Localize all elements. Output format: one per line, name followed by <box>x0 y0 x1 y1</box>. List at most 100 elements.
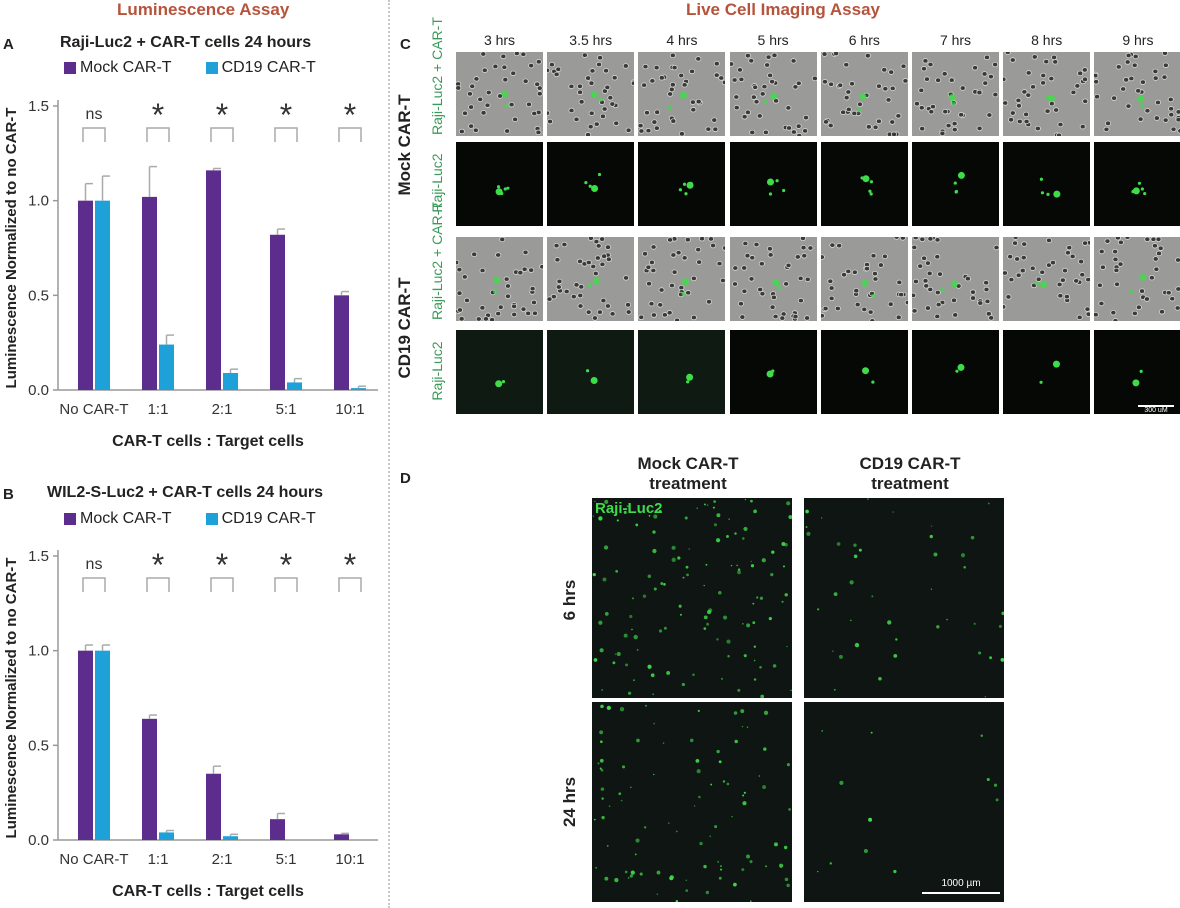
fluorescence-image <box>638 142 726 226</box>
y-tick-label: 1.0 <box>28 193 49 210</box>
merged-brightfield-image <box>820 52 908 136</box>
group-label-mock: Mock CAR-T <box>395 94 414 196</box>
y-tick-label: 0.0 <box>28 832 49 849</box>
panel-label-c: C <box>400 36 411 53</box>
significance-bracket <box>210 127 234 142</box>
y-tick-label: 0.5 <box>28 737 49 754</box>
y-tick-label: 0.0 <box>28 382 49 399</box>
significance-bracket <box>82 127 106 142</box>
bar-cd19 <box>95 650 110 840</box>
chart-a-plot: 0.0 0.5 1.0 1.5 Luminescence Normalized to n… <box>3 97 378 450</box>
legend-mock-swatch <box>64 62 76 74</box>
bar-cd19 <box>95 200 110 390</box>
significance-label: * <box>216 547 228 583</box>
bar-cd19 <box>223 372 238 390</box>
significance-bracket <box>274 577 298 592</box>
merged-brightfield-image <box>1003 237 1091 321</box>
fluorescence-image <box>456 142 543 226</box>
x-tick-label: 1:1 <box>148 401 169 418</box>
fluorescence-image <box>820 142 908 226</box>
bar-mock <box>142 718 157 840</box>
legend-cd19: CD19 CAR-T <box>205 59 316 77</box>
significance-label: * <box>344 97 356 133</box>
bar-mock <box>270 234 285 390</box>
bar-mock <box>334 834 349 840</box>
fluorescence-image <box>1003 142 1091 226</box>
d-image-cd19-24hrs <box>804 702 1004 902</box>
x-tick-label: 5:1 <box>276 851 297 868</box>
x-axis-label: CAR-T cells : Target cells <box>112 433 304 450</box>
bar-cd19 <box>159 344 174 390</box>
significance-label: * <box>280 97 292 133</box>
y-axis-label: Luminescence Normalized to no CAR-T <box>3 558 20 839</box>
fluorescence-image <box>1094 330 1180 414</box>
d-image-cd19-6hrs <box>804 498 1004 698</box>
significance-bracket <box>274 127 298 142</box>
merged-brightfield-image <box>820 237 908 321</box>
x-tick-label: 5:1 <box>276 401 297 418</box>
significance-label: * <box>152 547 164 583</box>
d-row-6hrs: 6 hrs <box>560 579 579 621</box>
significance-bracket <box>210 577 234 592</box>
d-column-cd19: CD19 CAR-T treatment <box>859 454 961 493</box>
live-cell-imaging-header: Live Cell Imaging Assay <box>686 0 880 19</box>
d-image-mock-24hrs <box>592 702 792 902</box>
fluorescence-image <box>729 330 817 414</box>
x-tick-label: 2:1 <box>212 851 233 868</box>
significance-label: * <box>216 97 228 133</box>
legend-mock: Mock CAR-T <box>64 59 172 77</box>
merged-brightfield-image <box>638 237 726 321</box>
legend-cd19-label: CD19 CAR-T <box>221 59 316 76</box>
timepoint-header: 5 hrs <box>757 32 789 48</box>
merged-brightfield-image <box>912 52 999 136</box>
y-tick-label: 1.0 <box>28 643 49 660</box>
timepoint-header: 9 hrs <box>1122 32 1154 48</box>
legend-cd19: CD19 CAR-T <box>205 510 316 528</box>
merged-brightfield-image <box>638 52 726 136</box>
legend-cd19-swatch <box>205 62 218 74</box>
timepoint-header: 3 hrs <box>483 32 516 48</box>
merged-brightfield-image <box>456 237 543 321</box>
c-scale-bar-label: 300 uM <box>1144 407 1168 414</box>
chart-b-title: WIL2-S-Luc2 + CAR-T cells 24 hours <box>47 484 324 501</box>
chart-b-plot: 0.0 0.5 1.0 1.5 Luminescence Normalized to n… <box>3 547 378 900</box>
timepoint-header: 3.5 hrs <box>569 32 613 48</box>
d-row-24hrs: 24 hrs <box>560 776 579 828</box>
bar-mock <box>270 819 285 840</box>
row-label-merged: Raji-Luc2 + CAR-T <box>429 17 445 135</box>
fluorescence-image <box>1094 142 1180 226</box>
legend-cd19-label: CD19 CAR-T <box>221 510 316 527</box>
timepoint-header: 8 hrs <box>1031 32 1063 48</box>
fluorescence-image <box>547 330 635 414</box>
fluorescence-image <box>912 142 999 226</box>
significance-label: * <box>280 547 292 583</box>
fluorescence-image <box>547 142 635 226</box>
merged-brightfield-image <box>1094 52 1180 136</box>
fluorescence-image <box>729 142 817 226</box>
x-tick-label: 1:1 <box>148 851 169 868</box>
merged-brightfield-image <box>729 52 817 136</box>
bar-mock <box>78 650 93 840</box>
significance-label: * <box>344 547 356 583</box>
legend-mock-label: Mock CAR-T <box>80 59 172 76</box>
y-tick-label: 1.5 <box>28 548 49 565</box>
bar-cd19 <box>287 382 302 390</box>
row-label-merged: Raji-Luc2 + CAR-T <box>429 202 445 320</box>
luminescence-assay-header: Luminescence Assay <box>117 0 290 19</box>
y-tick-label: 0.5 <box>28 287 49 304</box>
x-tick-label: 10:1 <box>335 401 364 418</box>
legend-mock: Mock CAR-T <box>64 510 172 528</box>
significance-bracket <box>82 577 106 592</box>
significance-label: ns <box>86 106 103 123</box>
chart-a-legend: Mock CAR-T CD19 CAR-T <box>64 59 350 77</box>
d-scale-bar-label: 1000 µm <box>941 878 981 889</box>
significance-bracket <box>338 127 362 142</box>
merged-brightfield-image <box>547 52 635 136</box>
d-image-mock-6hrs <box>592 498 792 698</box>
x-tick-label: 10:1 <box>335 851 364 868</box>
significance-bracket <box>338 577 362 592</box>
significance-bracket <box>146 577 170 592</box>
row-label-fluorescence: Raji-Luc2 <box>429 341 445 401</box>
bar-mock <box>206 773 221 840</box>
c-scale-bar <box>1138 405 1174 407</box>
